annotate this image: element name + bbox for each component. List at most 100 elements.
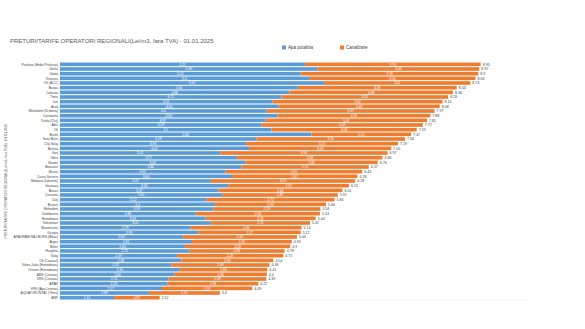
category-label: Olt (Caracal) — [39, 259, 58, 263]
category-label: Constanta — [43, 114, 58, 118]
category-label: Suceava — [45, 184, 58, 188]
bar — [60, 226, 191, 230]
total-label: 4.93 — [294, 240, 301, 244]
bar — [60, 203, 215, 207]
data-label: 2.03 — [234, 249, 241, 253]
total-label: 7.59 — [419, 128, 426, 132]
data-label: 5.48 — [186, 67, 193, 71]
bar — [281, 95, 448, 99]
data-label: 3.57 — [347, 109, 354, 113]
bar — [222, 193, 338, 197]
total-label: 5.32 — [312, 221, 319, 225]
data-label: 3.96 — [150, 142, 157, 146]
bar — [114, 296, 160, 300]
total-label: 7.97 — [437, 109, 444, 113]
bar — [60, 105, 279, 109]
legend-label: Canalizare — [346, 45, 368, 50]
data-label: 2.28 — [264, 207, 271, 211]
total-label: 8.08 — [442, 105, 449, 109]
data-label: 2.75 — [121, 249, 128, 253]
data-label: 2.57 — [285, 184, 292, 188]
bar — [272, 100, 442, 104]
data-label: 2.26 — [227, 254, 234, 258]
data-label: 3.03 — [317, 147, 324, 151]
total-label: 5.84 — [336, 198, 343, 202]
total-label: 6.01 — [344, 189, 351, 193]
data-label: 3.26 — [133, 207, 140, 211]
data-label: 2.67 — [292, 175, 299, 179]
bar — [215, 203, 326, 207]
legend-swatch — [282, 46, 286, 50]
bar — [199, 231, 301, 235]
data-label: 2.31 — [111, 277, 118, 281]
category-label: Olt — [54, 128, 58, 132]
total-label: 5.66 — [328, 203, 335, 207]
bar — [256, 137, 405, 141]
total-label: 7.05 — [393, 147, 400, 151]
data-label: 3.54 — [389, 77, 396, 81]
category-label: Turda (Cluj) — [41, 119, 58, 123]
data-label: 2.62 — [118, 235, 125, 239]
bar — [246, 161, 378, 165]
data-label: 3.44 — [395, 67, 402, 71]
data-label: 2.71 — [302, 165, 309, 169]
data-label: 2.58 — [117, 259, 124, 263]
total-label: 6.76 — [380, 161, 387, 165]
category-label: Orastie (Hunedoara) — [28, 268, 58, 272]
bar — [60, 263, 171, 267]
bar — [185, 245, 290, 249]
total-label: 4.4 — [269, 273, 274, 277]
category-label: Satu Mare — [43, 137, 58, 141]
legend-swatch — [340, 46, 344, 50]
bars — [60, 63, 481, 300]
data-label: 3.3 — [135, 203, 140, 207]
bar — [60, 81, 324, 85]
bar — [205, 217, 315, 221]
bar — [60, 221, 211, 225]
bar — [60, 217, 205, 221]
data-label: 3.11 — [394, 81, 400, 85]
data-label: 2.91 — [291, 170, 298, 174]
total-label: 5.44 — [318, 217, 325, 221]
bar — [207, 198, 335, 202]
data-label: 2.12 — [239, 240, 246, 244]
total-label: 4.75 — [285, 254, 292, 258]
data-label: 3.37 — [136, 189, 143, 193]
data-label: 4.18 — [155, 137, 162, 141]
bar — [60, 147, 249, 151]
data-label: 3.78 — [386, 72, 393, 76]
data-label: 2.66 — [119, 245, 126, 249]
bar — [305, 63, 481, 67]
bar — [60, 175, 232, 179]
data-label: 2.78 — [122, 226, 129, 230]
total-label: 7.81 — [429, 119, 436, 123]
bar — [60, 259, 181, 263]
category-label: Sibiu — [51, 156, 58, 160]
total-label: 5.54 — [322, 207, 329, 211]
data-label: 2.95 — [126, 231, 133, 235]
category-label: Vaslui — [49, 67, 58, 71]
bar — [149, 291, 220, 295]
bar — [60, 128, 272, 132]
bar — [218, 189, 342, 193]
legend-item: Canalizare — [340, 45, 368, 50]
bar — [60, 63, 305, 67]
bar — [60, 282, 168, 286]
bar — [249, 147, 391, 151]
total-label: 8.26 — [450, 95, 457, 99]
data-label: 1.92 — [204, 287, 211, 291]
category-label: Bistrita — [48, 147, 58, 151]
data-label: 3.43 — [339, 123, 346, 127]
bar — [318, 67, 480, 71]
data-label: 2.17 — [108, 287, 115, 291]
total-label: 7.34 — [407, 137, 414, 141]
bar — [191, 226, 302, 230]
total-label: 6.28 — [357, 179, 364, 183]
bar — [60, 156, 237, 160]
bar — [60, 161, 246, 165]
bar — [60, 179, 211, 183]
total-label: 4.9 — [292, 245, 297, 249]
data-label: 3.25 — [351, 114, 358, 118]
data-label: 3.45 — [138, 193, 145, 197]
data-label: 3.21 — [132, 179, 139, 183]
